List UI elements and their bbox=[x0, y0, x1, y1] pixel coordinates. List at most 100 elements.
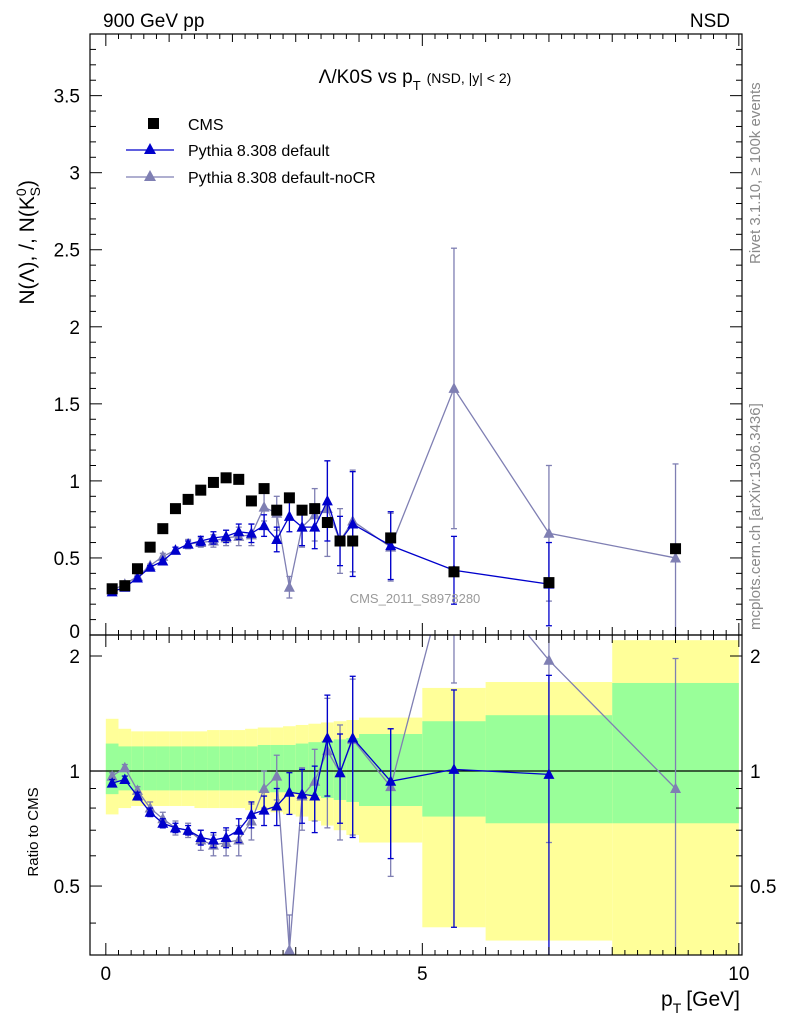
ratio-marker bbox=[182, 824, 194, 835]
series-marker bbox=[296, 521, 308, 532]
legend-default-marker bbox=[144, 143, 156, 154]
legend: CMS Pythia 8.308 default Pythia 8.308 de… bbox=[126, 117, 376, 187]
ratio-marker bbox=[233, 824, 245, 835]
data-point bbox=[131, 563, 143, 575]
y-tick-label: 1 bbox=[69, 472, 80, 493]
stat-uncertainty-band bbox=[257, 744, 271, 793]
series-marker bbox=[220, 530, 232, 541]
ratio-marker bbox=[271, 799, 283, 811]
series-marker bbox=[258, 501, 270, 512]
ratio-marker bbox=[296, 788, 308, 799]
data-point bbox=[144, 541, 156, 553]
ratio-tick-label-right: 2 bbox=[750, 647, 761, 668]
ratio-marker bbox=[157, 817, 169, 828]
data-point bbox=[233, 473, 245, 485]
top-series-layer bbox=[106, 247, 682, 636]
series-marker bbox=[144, 561, 156, 572]
series-marker bbox=[207, 531, 219, 543]
data-point bbox=[670, 543, 682, 555]
data-point bbox=[271, 504, 283, 516]
top-axis-ticks: 0.5 1 1.5 2 2.5 3 3.5 0 bbox=[54, 34, 742, 643]
series-marker bbox=[195, 534, 207, 546]
data-point bbox=[220, 472, 232, 484]
x-tick-label: 10 bbox=[728, 964, 749, 985]
data-point bbox=[448, 566, 460, 578]
data-point bbox=[258, 483, 270, 495]
series-marker bbox=[283, 581, 295, 592]
y-tick-label: 2.5 bbox=[54, 241, 80, 262]
legend-nocr-label: Pythia 8.308 default-noCR bbox=[188, 170, 376, 187]
top-panel: 0.5 1 1.5 2 2.5 3 3.5 0 Λ/K0S vs pT (NSD, |y| < … bbox=[54, 33, 743, 643]
series-marker bbox=[157, 555, 169, 566]
stat-uncertainty-band bbox=[105, 743, 119, 795]
ratio-marker bbox=[106, 770, 118, 781]
data-point bbox=[245, 495, 257, 507]
ratio-marker bbox=[144, 806, 156, 817]
stat-uncertainty-band bbox=[143, 746, 157, 791]
legend-cms-marker bbox=[148, 118, 159, 129]
ratio-marker bbox=[283, 786, 295, 797]
series-marker bbox=[233, 525, 245, 537]
data-point bbox=[195, 484, 207, 496]
ratio-marker bbox=[207, 833, 219, 845]
data-point bbox=[182, 493, 194, 505]
ratio-tick-label-left: 1 bbox=[69, 762, 80, 783]
ratio-tick-label-right: 0.5 bbox=[750, 877, 776, 898]
series-marker bbox=[271, 533, 283, 544]
series-marker bbox=[131, 571, 143, 583]
ratio-marker bbox=[131, 790, 143, 801]
ratio-marker bbox=[220, 831, 232, 842]
header-right: NSD bbox=[690, 11, 730, 32]
bottom-panel-frame bbox=[89, 634, 743, 956]
stat-uncertainty-band bbox=[194, 746, 208, 791]
series-marker bbox=[169, 544, 181, 555]
ratio-marker bbox=[334, 766, 346, 778]
ratio-marker bbox=[448, 763, 460, 774]
ratio-tick-label-left: 0.5 bbox=[54, 877, 80, 898]
x-tick-label: 5 bbox=[417, 964, 428, 985]
y-tick-label: 3 bbox=[69, 164, 80, 185]
data-point bbox=[157, 523, 169, 535]
series-marker bbox=[347, 518, 359, 529]
rivet-label: Rivet 3.1.10, ≥ 100k events bbox=[747, 82, 764, 264]
ratio-marker bbox=[543, 768, 555, 779]
ratio-tick-label-right: 1 bbox=[750, 762, 761, 783]
series-marker bbox=[543, 527, 555, 538]
uncertainty-bands bbox=[90, 640, 742, 955]
header-left: 900 GeV pp bbox=[103, 11, 204, 32]
data-point bbox=[283, 492, 295, 504]
ratio-marker bbox=[283, 944, 295, 955]
analysis-watermark: CMS_2011_S8978280 bbox=[350, 591, 481, 606]
ratio-tick-label-left: 2 bbox=[69, 647, 80, 668]
x-axis-label: pT [GeV] bbox=[661, 988, 740, 1016]
y-tick-label: 2 bbox=[69, 318, 80, 339]
stat-uncertainty-band bbox=[283, 744, 296, 793]
legend-nocr-marker bbox=[144, 170, 156, 181]
stat-uncertainty-band bbox=[131, 746, 144, 791]
series-marker bbox=[182, 538, 194, 549]
data-point bbox=[169, 503, 181, 515]
data-point bbox=[106, 583, 118, 595]
data-point bbox=[321, 517, 333, 529]
ratio-marker bbox=[309, 790, 321, 801]
stat-uncertainty-band bbox=[207, 746, 220, 791]
chart-title: Λ/K0S vs pT (NSD, |y| < 2) bbox=[319, 67, 512, 93]
mcplots-label: mcplots.cern.ch [arXiv:1306.3436] bbox=[747, 403, 764, 630]
ratio-marker bbox=[321, 732, 333, 743]
y-tick-label: 3.5 bbox=[54, 87, 80, 108]
ratio-marker bbox=[258, 782, 270, 794]
stat-uncertainty-band bbox=[169, 746, 182, 791]
data-point bbox=[207, 476, 219, 488]
stat-uncertainty-band bbox=[219, 746, 233, 791]
ratio-marker bbox=[258, 804, 270, 815]
ratio-marker bbox=[271, 770, 283, 781]
ratio-marker bbox=[195, 831, 207, 842]
series-marker bbox=[385, 539, 397, 551]
ratio-marker bbox=[347, 732, 359, 743]
series-marker bbox=[258, 519, 270, 531]
ratio-marker bbox=[670, 782, 682, 794]
data-point bbox=[309, 503, 321, 515]
ratio-marker bbox=[106, 777, 118, 788]
data-point bbox=[347, 535, 359, 547]
